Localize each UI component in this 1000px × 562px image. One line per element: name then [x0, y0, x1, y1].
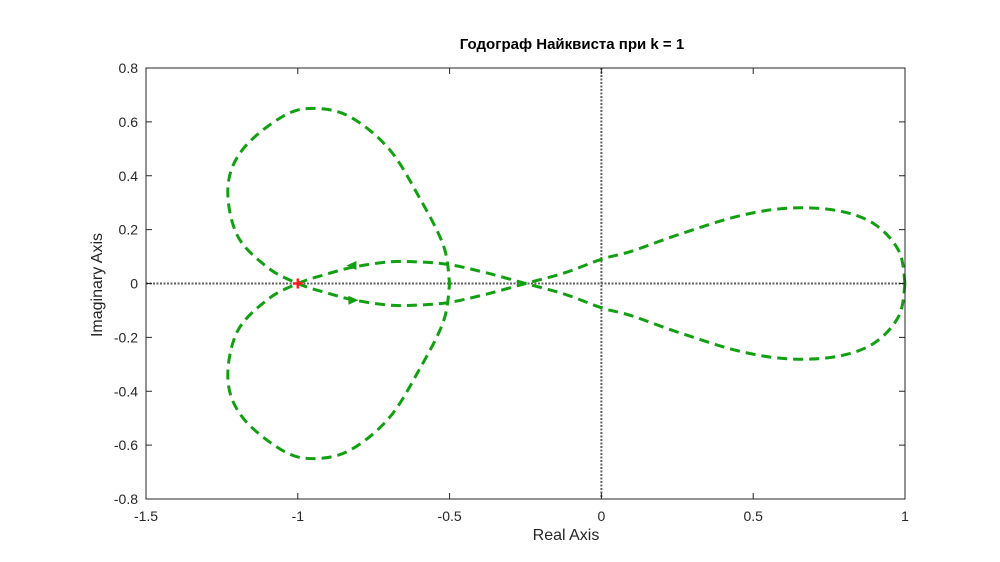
- nyquist-curve-1: [226, 106, 907, 308]
- x-tick-label: 1: [901, 508, 909, 524]
- y-tick-label: -0.2: [114, 329, 138, 345]
- y-tick-label: 0.6: [119, 114, 139, 130]
- direction-arrow-1: [346, 260, 357, 270]
- plot-area: -1.5 -1 -0.5 0 0.5 1 -0.8 -0.6 -0.4 -0.2 0 0.2 0.4 0.…: [114, 60, 909, 524]
- y-tick-label: 0.2: [119, 222, 139, 238]
- critical-point-marker: [292, 278, 303, 289]
- y-tick-label: -0.6: [114, 437, 138, 453]
- x-tick-label: -1.5: [134, 508, 158, 524]
- x-tick-label: -1: [292, 508, 305, 524]
- y-tick-label: 0: [130, 276, 138, 292]
- y-tick-label: 0.8: [119, 60, 139, 76]
- x-tick-label: 0: [598, 508, 606, 524]
- chart-title: Годограф Найквиста при k = 1: [460, 36, 684, 53]
- y-tick-label: -0.4: [114, 383, 138, 399]
- direction-arrow-2: [348, 295, 359, 305]
- y-tick-label: -0.8: [114, 491, 138, 507]
- nyquist-curve-2: [226, 259, 907, 461]
- x-tick-label: -0.5: [438, 508, 462, 524]
- x-tick-label: 0.5: [743, 508, 763, 524]
- y-tick-label: 0.4: [119, 168, 139, 184]
- y-axis-label: Imaginary Axis: [89, 233, 106, 337]
- x-axis-label: Real Axis: [533, 527, 600, 544]
